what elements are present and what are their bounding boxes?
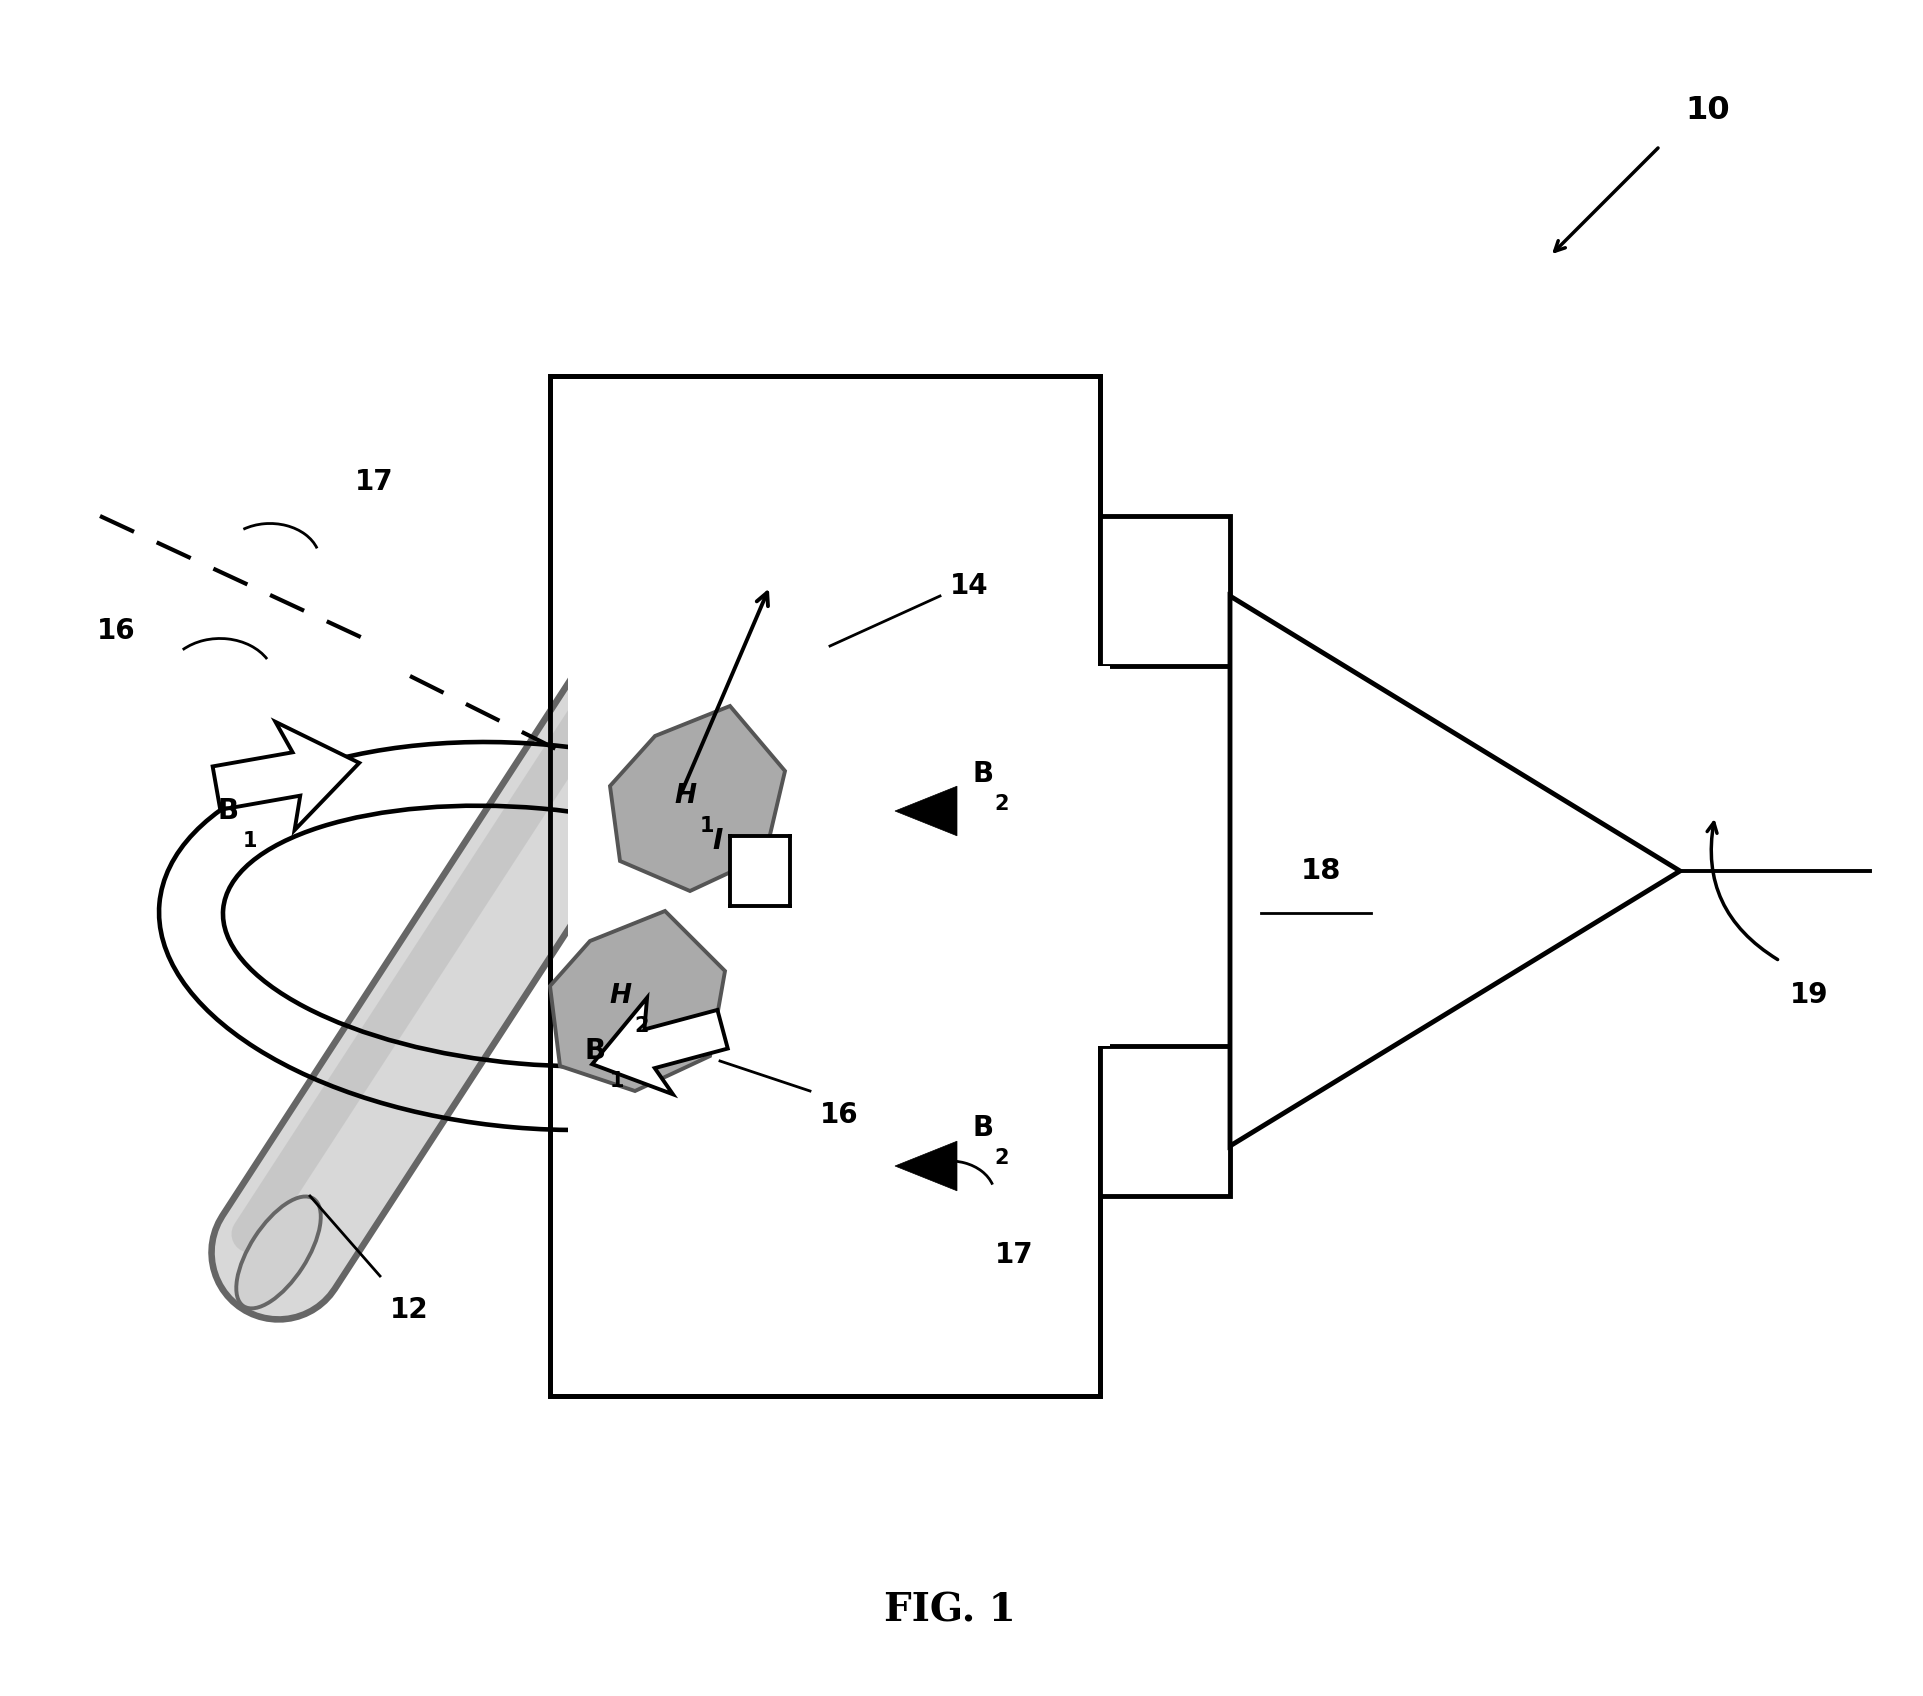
Text: B: B (971, 1114, 992, 1141)
Bar (1094, 667, 1110, 1046)
Text: 1: 1 (700, 816, 713, 836)
Bar (550, 377, 1100, 1396)
Text: 16: 16 (819, 1101, 858, 1130)
Text: 17: 17 (994, 1241, 1033, 1269)
Polygon shape (550, 911, 725, 1091)
Bar (1100, 1046, 1229, 1196)
Text: 17: 17 (356, 468, 394, 495)
Ellipse shape (698, 483, 783, 595)
Text: 19: 19 (1788, 980, 1827, 1009)
Text: 16: 16 (96, 617, 135, 644)
Bar (729, 836, 790, 906)
Bar (550, 377, 1100, 1396)
Text: B: B (217, 797, 238, 824)
Polygon shape (1229, 595, 1679, 1146)
Polygon shape (894, 787, 956, 836)
Text: 1: 1 (242, 831, 258, 851)
Text: 1: 1 (610, 1070, 623, 1091)
Text: H: H (673, 784, 696, 809)
Text: B: B (585, 1036, 606, 1065)
Text: 2: 2 (994, 1148, 1008, 1169)
Text: 2: 2 (994, 794, 1008, 814)
Text: 12: 12 (390, 1296, 429, 1325)
Text: 10: 10 (1685, 95, 1729, 126)
Text: I: I (712, 828, 723, 855)
Text: H: H (608, 984, 631, 1009)
Polygon shape (610, 706, 785, 890)
Text: 18: 18 (1300, 856, 1340, 885)
Text: B: B (971, 760, 992, 789)
Polygon shape (894, 1141, 956, 1191)
Bar (1100, 516, 1229, 667)
Polygon shape (213, 722, 360, 829)
Ellipse shape (237, 1196, 321, 1308)
Text: 2: 2 (635, 1016, 648, 1036)
Text: FIG. 1: FIG. 1 (885, 1593, 1015, 1630)
Bar (567, 393, 1081, 1377)
Text: 14: 14 (950, 572, 988, 600)
Polygon shape (592, 997, 727, 1094)
